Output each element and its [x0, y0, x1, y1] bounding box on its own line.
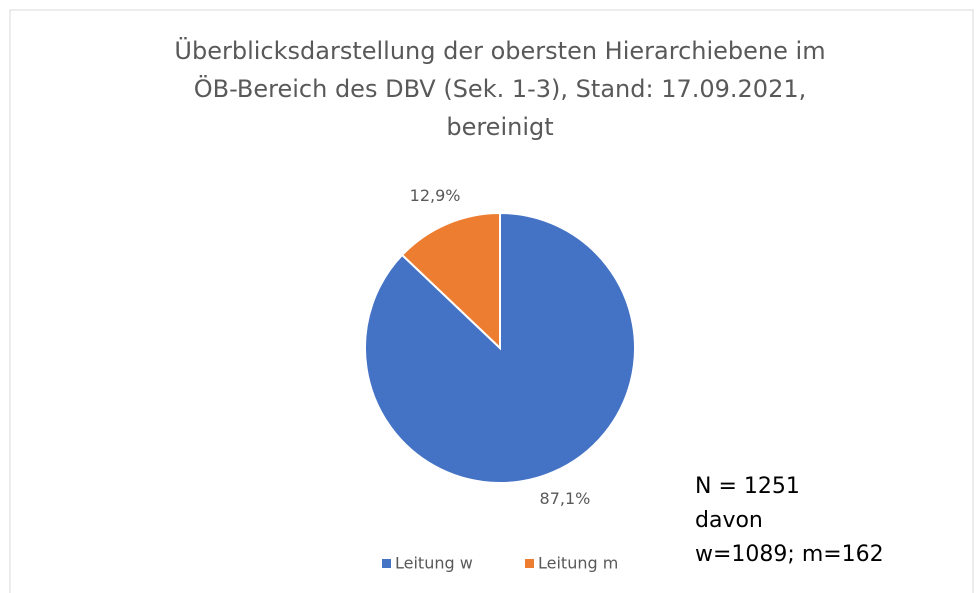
data-label: 87,1%: [540, 489, 591, 508]
legend-label: Leitung m: [538, 554, 618, 573]
annotation: w=1089; m=162: [695, 542, 884, 567]
legend-swatch: [382, 559, 391, 568]
annotation: N = 1251: [695, 474, 800, 499]
data-label: 12,9%: [410, 186, 461, 205]
chart-title: ÖB-Bereich des DBV (Sek. 1-3), Stand: 17…: [194, 74, 806, 103]
legend-label: Leitung w: [395, 554, 473, 573]
chart-title: bereinigt: [446, 113, 553, 141]
pie-slice: [400, 211, 501, 351]
chart-title: Überblicksdarstellung der obersten Hiera…: [174, 36, 825, 65]
annotation: davon: [695, 508, 763, 533]
legend-swatch: [525, 559, 534, 568]
